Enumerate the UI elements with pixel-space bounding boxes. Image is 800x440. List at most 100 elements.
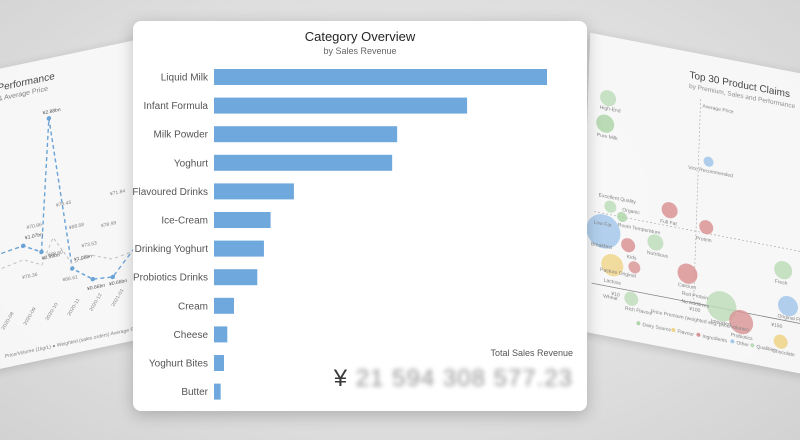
- bubble: [624, 291, 639, 306]
- legend-dot: [671, 327, 676, 333]
- right-axis-label: Average Price: [702, 103, 734, 115]
- category-label: Liquid Milk: [161, 73, 209, 84]
- bubble-label: No Additives: [681, 299, 709, 310]
- category-label: Yoghurt Bites: [149, 359, 208, 370]
- bubble: [706, 291, 737, 322]
- total-sales-digits: 21 594 308 577.23: [355, 365, 573, 392]
- legend-entry: Qualities: [756, 344, 776, 354]
- bubble: [601, 253, 624, 277]
- bubble-label: Room Temperature: [618, 222, 661, 236]
- category-bar: [214, 383, 221, 400]
- category-bar: [214, 326, 228, 343]
- category-label: Cheese: [174, 330, 209, 341]
- bubble-label: Kids: [627, 254, 637, 262]
- category-label: Flavoured Drinks: [133, 187, 208, 198]
- category-bar: [214, 126, 398, 143]
- left-point: [46, 116, 52, 121]
- bubble: [729, 309, 754, 335]
- left-point-label: ¥0.99bn: [42, 252, 60, 262]
- legend-dot: [730, 339, 735, 344]
- bubble-label: Fresh: [775, 279, 788, 287]
- bubble: [777, 295, 798, 317]
- left-legend: Price/Volume (1kg/L) ● Weighted (sales o…: [5, 324, 144, 359]
- bubble: [586, 214, 621, 249]
- bubble: [628, 261, 641, 274]
- bubble: [596, 114, 615, 133]
- category-label: Infant Formula: [144, 101, 209, 112]
- left-value-label: ¥78.99: [101, 220, 117, 229]
- legend-dot: [750, 343, 755, 348]
- bubble-label: Red Protein: [682, 291, 709, 302]
- currency-symbol: ¥: [333, 365, 349, 392]
- left-x-tick: 2020-11: [67, 298, 82, 317]
- left-x-tick: 2020-08: [1, 311, 16, 331]
- left-value-label: ¥66.61: [63, 274, 79, 283]
- total-sales-value: ¥ 21 594 308 577.23: [334, 365, 573, 393]
- bubble: [773, 334, 788, 349]
- left-x-tick: 2020-09: [23, 306, 38, 326]
- category-bar: [214, 269, 258, 286]
- left-point: [39, 249, 44, 255]
- left-point: [90, 276, 95, 282]
- category-label: Cream: [178, 301, 208, 312]
- category-bar: [214, 240, 264, 257]
- left-value-label: ¥76.36: [22, 272, 38, 281]
- left-value-label: ¥70.86: [26, 222, 42, 231]
- left-point-label: ¥0.66bn: [87, 283, 105, 293]
- legend-entry: Other: [736, 340, 749, 348]
- bubble-label: Protein: [696, 235, 712, 244]
- left-x-tick: 2020-12: [89, 293, 104, 313]
- category-bar: [214, 97, 468, 114]
- bubble-label: Lactose: [604, 278, 622, 287]
- bubble-label: Probiotics: [731, 332, 754, 342]
- right-bubbles: [586, 90, 798, 349]
- chart-subtitle: by Sales Revenue: [323, 46, 397, 56]
- category-label: Ice-Cream: [161, 216, 208, 227]
- left-point: [110, 274, 116, 280]
- bubble-label: High-End: [600, 105, 621, 115]
- left-point-label: ¥2.88bn: [43, 107, 61, 117]
- bubble-label: Pure Milk: [597, 132, 618, 142]
- category-label: Milk Powder: [154, 130, 209, 141]
- total-sales-label: Total Sales Revenue: [490, 348, 573, 358]
- left-x-ticks: 2020-08 2020-09 2020-10 2020-11 2020-12 …: [1, 283, 148, 331]
- bubble-label: Breakfast: [591, 241, 613, 251]
- chart-title: Category Overview: [304, 29, 416, 44]
- bubble-label: Nutritious: [647, 250, 669, 260]
- left-value-label: ¥68.58: [69, 222, 85, 231]
- left-point-label: ¥1.07bn: [25, 232, 43, 242]
- right-x-axis: [591, 282, 800, 328]
- bubble: [604, 200, 617, 213]
- left-value-label: ¥68.60: [48, 249, 64, 258]
- bubble: [661, 202, 678, 219]
- left-point: [70, 266, 75, 271]
- bubble: [621, 238, 636, 253]
- right-x-tick: ¥150: [771, 322, 782, 330]
- right-x-tick: ¥10: [611, 291, 620, 299]
- category-label: Probiotics Drinks: [133, 273, 208, 284]
- right-x-tick: ¥100: [689, 306, 700, 314]
- category-label: Drinking Yoghurt: [135, 244, 209, 255]
- category-bar: [214, 154, 393, 171]
- category-bar: [214, 297, 234, 314]
- left-point: [20, 243, 26, 249]
- bubble: [617, 211, 628, 223]
- bubble-label: Excellent Quality: [599, 192, 637, 205]
- legend-dot: [696, 332, 701, 337]
- bubble-label: Vice Recommended: [688, 165, 733, 180]
- category-bar: [214, 212, 271, 228]
- category-label: Butter: [181, 387, 208, 398]
- bubble: [647, 234, 664, 251]
- category-bar: [214, 69, 547, 85]
- right-legend: Dairy Source Flavour Ingredients Other Q…: [636, 321, 776, 354]
- left-point-label: ¥0.66bn: [109, 278, 127, 288]
- category-label: Yoghurt: [174, 158, 208, 169]
- legend-entry: Ingredients: [702, 334, 727, 345]
- bubble-label: Rich Flavour: [625, 306, 653, 317]
- left-value-label: ¥71.84: [110, 188, 126, 197]
- left-line-series-a: [1, 118, 138, 280]
- bubble-label: Wheat: [603, 293, 618, 302]
- left-value-label: ¥76.45: [56, 200, 72, 209]
- category-overview-card: Category Overview by Sales Revenue Liqui…: [133, 21, 587, 411]
- left-value-label: ¥73.53: [81, 240, 97, 249]
